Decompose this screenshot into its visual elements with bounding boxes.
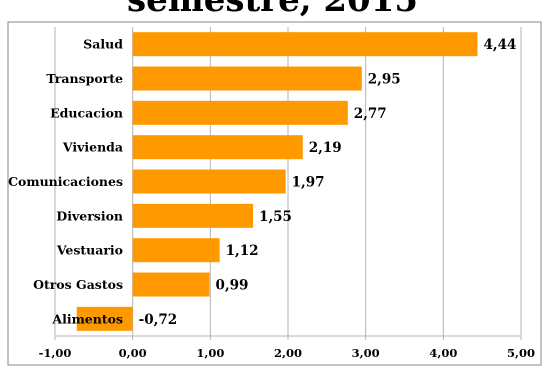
bar <box>132 100 348 125</box>
category-label: Salud <box>83 37 123 52</box>
data-label: 2,77 <box>354 106 387 122</box>
chart-title: semestre, 2015 <box>126 0 419 20</box>
category-label: Otros Gastos <box>33 277 123 292</box>
bar <box>132 169 286 194</box>
value-labels: 4,44 2,95 2,77 2,19 1,97 1,55 1,12 0,99 -0,72 <box>139 37 517 328</box>
data-label: -0,72 <box>139 312 177 328</box>
bar <box>132 203 254 228</box>
category-label: Vestuario <box>56 243 123 258</box>
bars <box>76 32 478 331</box>
x-tick-label: 4,00 <box>429 346 457 360</box>
x-tick-labels: -1,00 0,00 1,00 2,00 3,00 4,00 5,00 <box>39 346 535 360</box>
category-label: Comunicaciones <box>8 174 123 189</box>
category-label: Transporte <box>46 71 123 86</box>
bar <box>76 306 133 331</box>
bar <box>132 66 362 91</box>
data-label: 1,55 <box>259 209 292 225</box>
x-tick-label: 3,00 <box>352 346 380 360</box>
category-label: Vivienda <box>62 140 123 155</box>
x-tick-label: 1,00 <box>196 346 224 360</box>
category-label: Diversion <box>56 208 123 223</box>
chart-title-area: semestre, 2015 <box>0 0 545 20</box>
x-tick-label: 2,00 <box>274 346 302 360</box>
data-label: 2,95 <box>368 72 401 88</box>
bar <box>132 238 220 263</box>
data-label: 1,12 <box>226 243 259 259</box>
data-label: 4,44 <box>484 37 517 53</box>
data-label: 0,99 <box>216 278 249 294</box>
x-tick-label: 0,00 <box>119 346 147 360</box>
bar <box>132 32 478 57</box>
bar <box>132 135 303 160</box>
bar <box>132 272 210 297</box>
category-label: Alimentos <box>51 311 123 326</box>
category-label: Educacion <box>50 105 123 120</box>
data-label: 2,19 <box>309 140 342 156</box>
category-labels: Salud Transporte Educacion Vivienda Comunica… <box>8 37 123 327</box>
x-tick-label: 5,00 <box>507 346 535 360</box>
x-tick-label: -1,00 <box>39 346 72 360</box>
data-label: 1,97 <box>292 175 325 191</box>
